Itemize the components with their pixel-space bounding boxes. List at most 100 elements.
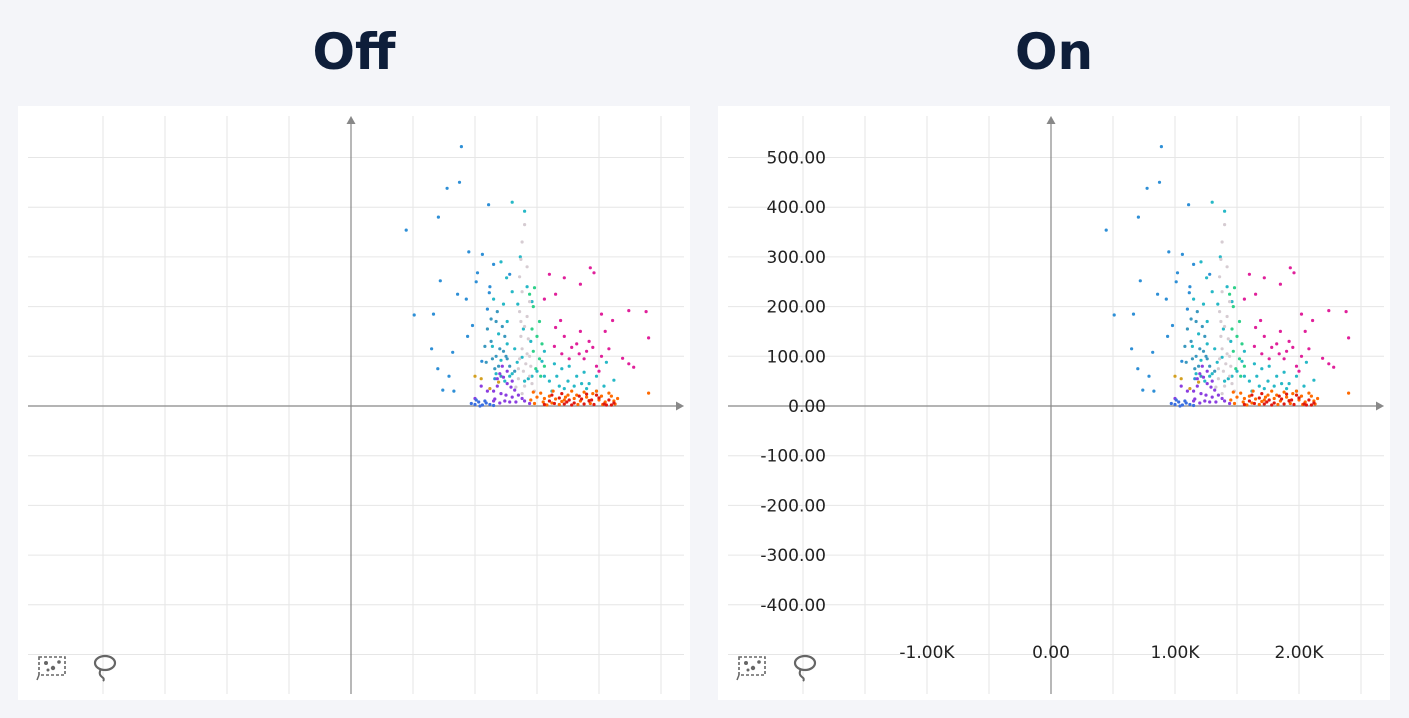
data-point bbox=[609, 403, 614, 407]
scatter-select-icon[interactable] bbox=[735, 652, 769, 682]
data-point bbox=[529, 339, 533, 343]
scatter-chart-on[interactable]: 500.00 400.00 300.00 200.00 100.00 0.00 -100.0… bbox=[718, 106, 1390, 700]
data-point bbox=[1210, 290, 1214, 294]
data-point bbox=[1276, 402, 1280, 407]
data-point bbox=[1218, 255, 1222, 259]
data-point bbox=[557, 396, 561, 400]
data-point bbox=[483, 399, 487, 403]
data-point bbox=[510, 290, 514, 294]
data-point bbox=[488, 402, 492, 407]
data-point bbox=[1278, 329, 1282, 333]
data-point bbox=[1180, 359, 1184, 363]
data-point bbox=[577, 352, 581, 356]
data-point bbox=[1229, 398, 1233, 402]
data-point bbox=[540, 359, 544, 363]
data-point bbox=[1199, 374, 1203, 378]
data-point bbox=[1327, 309, 1331, 313]
data-point bbox=[1213, 388, 1217, 392]
data-point bbox=[1250, 393, 1254, 397]
data-point bbox=[497, 332, 501, 336]
data-point bbox=[1257, 384, 1261, 388]
data-point bbox=[1282, 357, 1286, 361]
data-point bbox=[547, 272, 552, 276]
data-point bbox=[542, 297, 547, 301]
data-point bbox=[509, 385, 513, 389]
data-point bbox=[1208, 272, 1212, 276]
data-point bbox=[1265, 400, 1269, 404]
data-point bbox=[1192, 399, 1196, 403]
data-point bbox=[585, 387, 589, 391]
data-point bbox=[447, 374, 451, 378]
data-point bbox=[552, 362, 557, 366]
data-point bbox=[1218, 310, 1222, 314]
data-point bbox=[469, 401, 473, 406]
data-point bbox=[1302, 402, 1306, 406]
data-point bbox=[603, 329, 607, 333]
data-point bbox=[513, 369, 517, 373]
data-point bbox=[1307, 347, 1311, 351]
data-point bbox=[552, 344, 557, 348]
data-point bbox=[550, 393, 554, 397]
data-point bbox=[563, 395, 568, 399]
data-point bbox=[1180, 403, 1184, 407]
data-point bbox=[1282, 402, 1286, 406]
data-point bbox=[576, 402, 580, 407]
data-point bbox=[627, 309, 631, 313]
data-point bbox=[1327, 362, 1331, 366]
data-point bbox=[1242, 364, 1246, 368]
data-point bbox=[612, 378, 616, 382]
data-point bbox=[1199, 358, 1203, 362]
data-point bbox=[498, 372, 502, 376]
data-point bbox=[1297, 369, 1301, 373]
data-point bbox=[1247, 394, 1251, 398]
scatter-chart-off[interactable] bbox=[18, 106, 690, 700]
data-point bbox=[1232, 401, 1237, 406]
data-point bbox=[1185, 307, 1189, 311]
data-point bbox=[1208, 400, 1212, 404]
data-point bbox=[505, 276, 509, 280]
data-point bbox=[1192, 403, 1196, 408]
lasso-icon[interactable] bbox=[88, 652, 122, 682]
data-point bbox=[1200, 324, 1204, 329]
data-point bbox=[1332, 365, 1336, 369]
data-point bbox=[1214, 385, 1218, 389]
data-point bbox=[1316, 396, 1320, 401]
x-tick-label: 1.00K bbox=[1151, 643, 1201, 663]
data-point bbox=[562, 398, 566, 402]
data-point bbox=[1223, 384, 1227, 388]
data-point bbox=[528, 374, 532, 378]
grid bbox=[728, 116, 1384, 694]
data-point bbox=[545, 403, 549, 407]
data-point bbox=[540, 342, 544, 346]
panel-title-off: Off bbox=[312, 23, 396, 81]
data-point bbox=[567, 398, 571, 402]
data-point bbox=[1170, 323, 1175, 328]
data-point bbox=[505, 369, 509, 373]
lasso-icon[interactable] bbox=[788, 652, 822, 682]
data-point bbox=[599, 312, 604, 316]
data-point bbox=[1294, 364, 1299, 368]
data-point bbox=[627, 362, 631, 366]
data-point bbox=[597, 396, 601, 400]
data-point bbox=[477, 400, 481, 404]
data-point bbox=[430, 347, 434, 351]
data-point bbox=[547, 399, 552, 403]
data-point bbox=[1223, 399, 1227, 403]
data-point bbox=[607, 347, 611, 351]
data-point bbox=[1228, 374, 1232, 378]
data-point bbox=[1225, 314, 1229, 319]
data-point bbox=[1288, 266, 1292, 270]
data-point bbox=[572, 401, 576, 405]
data-point bbox=[570, 345, 574, 349]
data-point bbox=[1263, 395, 1268, 399]
data-point bbox=[1252, 401, 1256, 406]
data-point bbox=[592, 402, 596, 407]
scatter-select-icon[interactable] bbox=[35, 652, 69, 682]
data-point bbox=[1312, 378, 1316, 382]
data-point bbox=[508, 364, 512, 368]
data-point bbox=[1192, 297, 1196, 301]
data-point bbox=[431, 312, 436, 316]
data-point bbox=[489, 317, 493, 321]
data-point bbox=[604, 403, 609, 407]
data-point bbox=[542, 349, 547, 353]
